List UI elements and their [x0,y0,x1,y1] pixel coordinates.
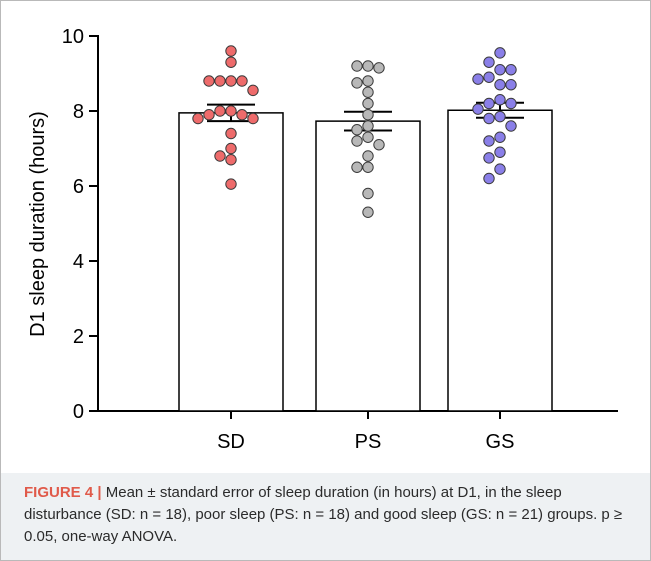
data-point-GS [505,64,517,76]
data-point-GS [494,64,506,76]
data-point-GS [505,79,517,91]
data-point-SD [214,105,226,117]
caption-band [1,473,650,560]
data-point-SD [236,109,248,121]
data-point-GS [494,131,506,143]
data-point-GS [483,112,495,125]
y-tick-label: 0 [73,401,84,423]
data-point-SD [247,84,259,97]
data-point-GS [472,103,484,115]
data-point-SD [203,109,215,121]
data-point-PS [362,161,374,173]
data-point-SD [225,105,237,117]
data-point-GS [494,110,506,123]
figure-caption: FIGURE 4 | Mean ± standard error of slee… [24,482,634,548]
data-point-PS [362,187,374,200]
data-point-SD [214,150,226,162]
figure-label: FIGURE 4 [24,484,94,501]
data-point-SD [225,154,237,166]
data-point-SD [192,112,204,125]
data-point-PS [362,206,374,218]
data-point-GS [494,163,506,175]
data-point-GS [472,73,484,85]
data-point-SD [225,127,237,140]
data-point-SD [236,75,248,87]
data-point-SD [214,75,226,87]
data-point-PS [362,150,374,162]
data-point-GS [505,97,517,110]
data-point-PS [351,135,363,147]
data-point-SD [203,75,215,87]
data-point-PS [362,86,374,98]
y-tick-label: 8 [73,101,84,123]
data-point-SD [225,178,237,190]
data-point-SD [225,56,237,68]
data-point-PS [373,62,385,74]
data-point-GS [483,71,495,83]
data-point-PS [351,124,363,136]
data-point-GS [483,152,495,164]
data-point-GS [483,172,495,185]
data-point-GS [494,47,506,59]
data-point-PS [362,120,374,132]
y-tick-label: 6 [73,176,84,198]
data-points [192,45,517,218]
data-point-GS [494,79,506,91]
data-point-SD [225,142,237,155]
y-tick-label: 2 [73,326,84,348]
data-point-PS [362,109,374,121]
data-point-PS [351,60,363,72]
data-point-PS [373,139,385,151]
data-point-PS [351,161,363,173]
x-tick-label-SD: SD [217,431,245,453]
data-point-SD [225,75,237,87]
data-point-PS [362,131,374,143]
x-tick-label-PS: PS [355,431,382,453]
x-tick-label-GS: GS [486,431,515,453]
data-point-PS [362,75,374,87]
y-axis-label: D1 sleep duration (hours) [27,111,49,337]
data-point-SD [225,45,237,57]
data-point-GS [483,135,495,147]
caption-text: Mean ± standard error of sleep duration … [24,484,623,545]
data-point-GS [494,94,506,106]
caption-separator: | [97,484,102,501]
data-point-PS [362,97,374,110]
data-point-PS [362,60,374,72]
y-tick-label: 4 [73,251,84,273]
data-point-GS [494,146,506,158]
bar-chart: 0 2 4 6 8 10 SD PS GS D1 sleep duration (hours) [27,26,618,453]
y-tick-label: 10 [62,26,84,48]
bar-GS [447,109,553,412]
data-point-PS [351,77,363,89]
data-point-GS [483,56,495,68]
data-point-GS [483,97,495,110]
axis-labels: 0 2 4 6 8 10 SD PS GS [62,26,515,453]
data-point-SD [247,112,259,125]
data-point-GS [505,120,517,132]
